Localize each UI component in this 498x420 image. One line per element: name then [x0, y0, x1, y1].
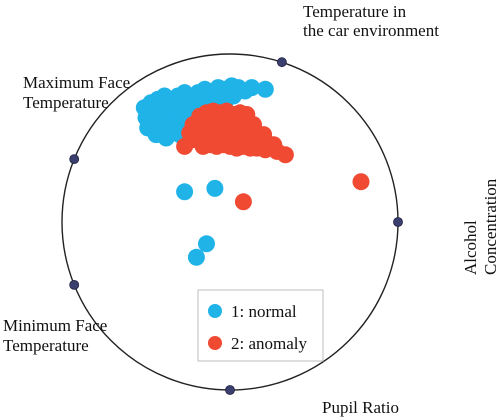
- data-point-series-2-57: [352, 173, 370, 191]
- data-point-series-1-32: [224, 87, 242, 105]
- legend-label-normal: 1: normal: [231, 302, 297, 321]
- data-point-series-2-58: [234, 193, 252, 211]
- legend-box: [197, 289, 324, 362]
- data-point-series-1-51: [176, 183, 194, 201]
- data-point-series-1-49: [157, 129, 175, 147]
- data-point-series-1-53: [187, 248, 205, 266]
- legend: 1: normal 2: anomaly: [197, 289, 324, 362]
- anchor-label-maximum-face-temperature: Maximum Face Temperature: [23, 73, 130, 112]
- anchor-marker-temperature-in-the-car-environment: [276, 57, 287, 68]
- anchor-marker-pupil-ratio: [225, 385, 235, 395]
- anchor-marker-maximum-face-temperature: [69, 154, 80, 165]
- anchor-marker-minimum-face-temperature: [69, 279, 80, 290]
- legend-marker-normal: [208, 304, 222, 318]
- anchor-marker-alcohol-concentration: [393, 217, 403, 227]
- data-point-series-2-56: [276, 146, 294, 164]
- data-point-series-1-52: [206, 179, 224, 197]
- data-point-series-1-54: [198, 235, 215, 253]
- anchor-labels: Temperature in the car environment Alcohol…: [3, 2, 498, 417]
- anchor-label-minimum-face-temperature: Minimum Face Temperature: [3, 316, 107, 355]
- data-point-series-2-44: [176, 137, 194, 155]
- legend-marker-anomaly: [208, 336, 222, 350]
- legend-label-anomaly: 2: anomaly: [231, 334, 308, 353]
- data-point-series-1-18: [256, 80, 274, 98]
- data-points: [135, 77, 370, 266]
- dimension-anchors: [69, 57, 403, 395]
- anchor-label-temperature-in-the-car-environment: Temperature in the car environment: [303, 2, 439, 40]
- data-point-series-1-17: [243, 79, 261, 97]
- anchor-label-pupil-ratio: Pupil Ratio: [322, 398, 399, 417]
- anchor-label-alcohol-concentration: AlcoholConcentration: [461, 178, 498, 275]
